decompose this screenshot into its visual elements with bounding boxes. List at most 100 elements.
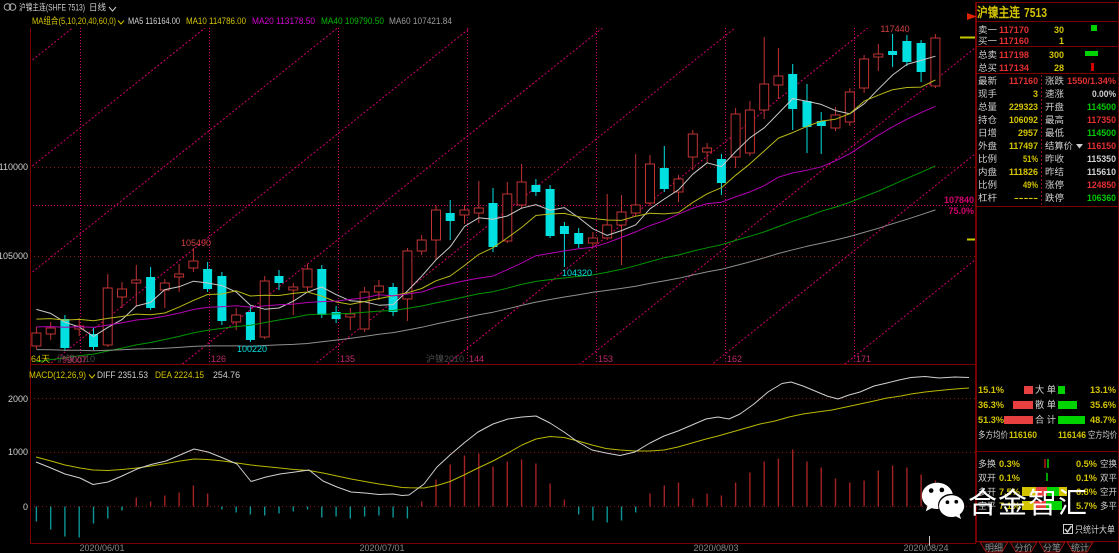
- svg-text:114500: 114500: [1087, 128, 1116, 139]
- svg-text:买一: 买一: [978, 36, 997, 46]
- svg-text:117170: 117170: [999, 25, 1029, 36]
- svg-text:内盘: 内盘: [978, 166, 997, 177]
- svg-text:106092: 106092: [1009, 115, 1038, 126]
- svg-text:135: 135: [340, 354, 355, 364]
- svg-text:117160: 117160: [1009, 76, 1038, 87]
- svg-text:51%: 51%: [1023, 154, 1038, 165]
- svg-text:2957: 2957: [1018, 128, 1038, 139]
- svg-text:沪镍2010: 沪镍2010: [426, 353, 464, 364]
- svg-text:昨收: 昨收: [1045, 153, 1064, 164]
- svg-text:沪镍主连: 沪镍主连: [977, 5, 1021, 20]
- svg-text:254.76: 254.76: [213, 370, 240, 380]
- svg-text:0.3%: 0.3%: [999, 459, 1021, 470]
- svg-text:空换: 空换: [1100, 458, 1117, 469]
- svg-text:100220: 100220: [237, 344, 267, 354]
- svg-text:开盘: 开盘: [1045, 101, 1064, 112]
- svg-text:跌停: 跌停: [1045, 192, 1064, 203]
- svg-text:比例: 比例: [978, 153, 997, 164]
- svg-text:117198: 117198: [999, 50, 1029, 61]
- svg-text:分价: 分价: [1015, 543, 1033, 553]
- svg-text:105490: 105490: [181, 238, 211, 248]
- svg-text:117497: 117497: [1009, 141, 1038, 152]
- svg-text:2000: 2000: [8, 394, 28, 404]
- svg-text:1550/1.34%: 1550/1.34%: [1067, 76, 1117, 87]
- svg-text:卖一: 卖一: [978, 25, 997, 35]
- svg-text:6.8%: 6.8%: [1076, 487, 1098, 498]
- svg-text:MA组合(5,10,20,40,60,0): MA组合(5,10,20,40,60,0): [32, 15, 116, 26]
- svg-text:最新: 最新: [978, 75, 997, 86]
- svg-text:15.1%: 15.1%: [978, 385, 1005, 396]
- svg-text:3: 3: [1033, 89, 1038, 100]
- svg-text:MA5 116164.00: MA5 116164.00: [128, 16, 180, 26]
- svg-text:MA20 113178.50: MA20 113178.50: [252, 16, 315, 26]
- svg-text:107840: 107840: [944, 195, 974, 205]
- svg-text:0.5%: 0.5%: [1076, 459, 1098, 470]
- svg-text:115610: 115610: [1087, 167, 1116, 178]
- svg-text:涨跌: 涨跌: [1045, 76, 1064, 86]
- svg-text:126: 126: [211, 354, 226, 364]
- svg-text:杠杆: 杠杆: [978, 192, 997, 203]
- svg-text:115350: 115350: [1087, 154, 1116, 165]
- svg-text:多方均价: 多方均价: [978, 429, 1008, 440]
- svg-text:144: 144: [469, 354, 484, 364]
- svg-text:MACD(12,26,9): MACD(12,26,9): [29, 370, 86, 380]
- svg-text:64天: 64天: [31, 354, 50, 364]
- svg-text:0.1%: 0.1%: [1076, 473, 1098, 484]
- svg-text:99007: 99007: [62, 355, 87, 365]
- svg-text:昨结: 昨结: [1045, 166, 1064, 177]
- svg-text:117134: 117134: [999, 63, 1030, 74]
- svg-text:104320: 104320: [562, 268, 592, 278]
- svg-text:大 单: 大 单: [1035, 384, 1056, 396]
- svg-text:0.00%: 0.00%: [1092, 89, 1116, 100]
- svg-text:统计: 统计: [1071, 542, 1089, 553]
- svg-text:2020/06/01: 2020/06/01: [79, 543, 124, 553]
- svg-text:沪镍2010: 沪镍2010: [57, 353, 95, 364]
- svg-text:153: 153: [598, 354, 613, 364]
- svg-text:MA40 109790.50: MA40 109790.50: [321, 16, 384, 26]
- svg-text:多开: 多开: [978, 486, 996, 497]
- svg-text:空平: 空平: [978, 500, 996, 511]
- svg-text:比例: 比例: [978, 179, 997, 190]
- svg-text:117440: 117440: [880, 24, 909, 34]
- svg-text:114500: 114500: [1087, 102, 1116, 113]
- svg-text:2020/08/24: 2020/08/24: [903, 543, 948, 553]
- svg-text:28: 28: [1054, 63, 1064, 74]
- svg-text:日线: 日线: [89, 2, 106, 13]
- svg-text:分笔: 分笔: [1043, 542, 1061, 553]
- svg-text:0: 0: [23, 502, 28, 512]
- svg-text:105000: 105000: [0, 251, 28, 261]
- svg-text:117350: 117350: [1087, 115, 1116, 126]
- svg-text:合 计: 合 计: [1035, 414, 1056, 426]
- svg-text:116146: 116146: [1058, 430, 1086, 441]
- svg-text:162: 162: [727, 354, 742, 364]
- svg-text:多平: 多平: [1100, 500, 1117, 511]
- svg-text:36.3%: 36.3%: [978, 400, 1005, 411]
- svg-text:速涨: 速涨: [1045, 89, 1064, 99]
- svg-text:171: 171: [856, 354, 871, 364]
- svg-text:MA10 114786.00: MA10 114786.00: [186, 16, 246, 26]
- svg-text:总买: 总买: [978, 62, 997, 73]
- svg-text:明细: 明细: [985, 542, 1003, 553]
- svg-text:0.1%: 0.1%: [999, 473, 1021, 484]
- svg-text:7513: 7513: [1024, 5, 1047, 20]
- svg-text:229323: 229323: [1009, 102, 1038, 113]
- svg-text:116160: 116160: [1009, 430, 1037, 441]
- svg-text:沪镍主连(SHFE 7513): 沪镍主连(SHFE 7513): [19, 2, 85, 13]
- svg-text:7.5%: 7.5%: [999, 487, 1021, 498]
- svg-text:散 单: 散 单: [1035, 399, 1056, 411]
- svg-text:结算价: 结算价: [1045, 140, 1073, 151]
- svg-text:1000: 1000: [8, 447, 28, 457]
- svg-text:DEA 2224.15: DEA 2224.15: [155, 370, 204, 380]
- svg-text:2020/07/01: 2020/07/01: [359, 543, 404, 553]
- svg-text:106360: 106360: [1087, 193, 1116, 204]
- svg-text:-----: -----: [1014, 193, 1038, 204]
- svg-text:300: 300: [1049, 50, 1064, 61]
- svg-text:2020/08/03: 2020/08/03: [693, 543, 738, 553]
- svg-text:只统计大单: 只统计大单: [1075, 524, 1115, 536]
- svg-text:持仓: 持仓: [978, 114, 997, 125]
- svg-text:116150: 116150: [1087, 141, 1116, 152]
- svg-text:空开: 空开: [1100, 486, 1117, 497]
- svg-text:总量: 总量: [978, 101, 997, 112]
- svg-text:总卖: 总卖: [978, 49, 997, 60]
- svg-text:7.1%: 7.1%: [999, 501, 1021, 512]
